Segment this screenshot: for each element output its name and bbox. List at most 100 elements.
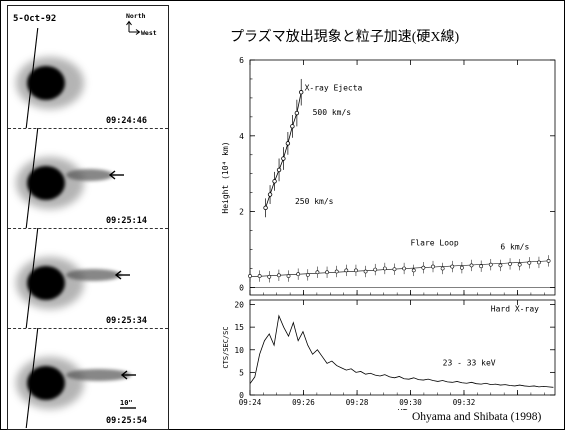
- solar-limb-line: [25, 28, 39, 128]
- flare-loop-point: [325, 270, 329, 275]
- observation-date: 5-Oct-92: [13, 14, 56, 24]
- flare-loop-point: [411, 268, 416, 273]
- solar-limb-line: [25, 128, 39, 228]
- ejecta-point: [276, 167, 282, 173]
- flare-loop-point: [296, 272, 301, 277]
- plasmoid-ejecta: [66, 369, 131, 381]
- panel-header: 5-Oct-92 North West: [13, 12, 157, 37]
- flare-loop-point: [431, 264, 435, 269]
- flare-loop-point: [488, 262, 493, 267]
- flare-loop-point: [469, 263, 474, 268]
- ejecta-point: [263, 205, 268, 211]
- y-axis-label: Height (10⁴ km): [221, 141, 230, 213]
- flare-loop-point: [373, 267, 378, 272]
- citation: Ohyama and Shibata (1998): [412, 411, 542, 423]
- flare-loop-point: [527, 260, 532, 265]
- frame-time: 09:25:34: [106, 316, 147, 326]
- flare-loop-point: [450, 264, 455, 269]
- frame-time: 09:25:14: [106, 216, 147, 226]
- frame-divider: [8, 128, 168, 129]
- x-tick-label: 09:30: [399, 398, 422, 407]
- height-time-chart: 0 2 4 6 Height (10⁴ km) X-ray Ejecta 500 km/s 2…: [221, 56, 556, 410]
- height-panel: 0 2 4 6 Height (10⁴ km) X-ray Ejecta 500 km/s 2…: [221, 56, 556, 296]
- x-tick-label: 09:24: [239, 398, 262, 407]
- image-frame: 09:25:14: [8, 128, 168, 228]
- plasmoid-ejecta: [66, 269, 121, 281]
- y-tick-label: 20: [234, 301, 244, 310]
- flare-loop-point: [257, 274, 262, 278]
- ejecta-point: [294, 110, 300, 116]
- flare-loop-point: [382, 266, 387, 271]
- flare-loop-point: [440, 266, 445, 271]
- y-tick-label: 5: [239, 368, 244, 377]
- y-tick-label: 2: [239, 208, 244, 217]
- flare-loop-point: [517, 262, 522, 267]
- flare-loop-point: [248, 274, 252, 278]
- x-tick-label: 09:32: [453, 398, 476, 407]
- flare-loop-point: [354, 268, 358, 273]
- west-label: West: [141, 29, 157, 37]
- flare-loop-point: [286, 274, 291, 278]
- arrow-left-icon: [108, 170, 124, 180]
- chart-annotation: X-ray Ejecta: [305, 83, 363, 92]
- chart-annotation: 23 - 33 keV: [443, 359, 496, 368]
- flare-loop-point: [363, 269, 368, 274]
- solar-limb-line: [25, 228, 39, 328]
- flare-loop-point: [392, 267, 397, 272]
- flare-loop-point: [276, 273, 281, 278]
- chart-annotation: Hard X-ray: [491, 304, 539, 313]
- flare-loop-point: [315, 270, 320, 275]
- y-tick-label: 6: [239, 56, 244, 65]
- y-tick-label: 10: [234, 346, 244, 355]
- y-tick-label: 15: [234, 323, 244, 332]
- hard-xray-panel-frame: [249, 299, 556, 396]
- flare-loop-point: [402, 266, 407, 271]
- flare-loop-fit-line: [249, 260, 549, 278]
- x-tick-label: 09:28: [346, 398, 369, 407]
- slide-title: プラズマ放出現象と粒子加速(硬X線): [230, 30, 460, 45]
- flare-loop-point: [459, 265, 464, 270]
- frame-divider: [8, 328, 168, 329]
- chart-annotation: 6 km/s: [500, 243, 529, 252]
- chart-annotation: 250 km/s: [295, 197, 334, 206]
- flare-core: [27, 166, 65, 200]
- flare-loop-point: [421, 265, 426, 270]
- flare-core: [27, 266, 65, 300]
- chart-annotation: Flare Loop: [411, 239, 459, 248]
- flare-core: [27, 366, 65, 400]
- hard-xray-panel: 09:24 09:26 09:28 09:30 09:32 UT 0 5 10 15 20 CTS/S…: [222, 299, 556, 410]
- height-panel-frame: [249, 59, 556, 296]
- ejecta-point: [267, 192, 273, 197]
- scale-bar-label: 10": [120, 399, 133, 407]
- flare-loop-point: [344, 268, 349, 273]
- flare-loop-point: [305, 273, 310, 277]
- flare-loop-point: [267, 274, 272, 279]
- y-tick-label: 0: [239, 391, 244, 400]
- image-frame: 09:24:46: [8, 28, 168, 128]
- compass-arrows-icon: [126, 20, 141, 35]
- ejecta-point: [299, 90, 304, 95]
- x-tick-label: 09:26: [292, 398, 315, 407]
- flare-loop-point: [334, 269, 339, 274]
- scale-bar: 10": [120, 399, 136, 409]
- flare-loop-point: [479, 264, 484, 269]
- chart-annotation: 500 km/s: [313, 108, 352, 117]
- flare-core: [27, 66, 65, 100]
- arrow-left-icon: [120, 370, 136, 380]
- plasmoid-ejecta: [66, 169, 114, 181]
- ejecta-point: [290, 124, 295, 129]
- y-axis-label: CTS/SEC/SC: [222, 326, 230, 368]
- image-sequence-panel: 5-Oct-92 North West 09:24:46 09:25:14 09:2…: [7, 5, 169, 430]
- frame-time: 09:24:46: [106, 116, 147, 126]
- flare-loop-point: [508, 262, 512, 266]
- solar-limb-line: [25, 328, 39, 428]
- north-label: North: [126, 12, 146, 20]
- frame-divider: [8, 228, 168, 229]
- flare-loop-point: [537, 260, 541, 265]
- hard-xray-curve: [250, 314, 554, 388]
- ejecta-point: [281, 156, 286, 161]
- x-axis-label: UT: [398, 408, 408, 410]
- arrow-left-icon: [114, 270, 130, 280]
- frame-time: 09:25:54: [106, 416, 147, 426]
- image-frame: 09:25:54 10": [8, 328, 168, 428]
